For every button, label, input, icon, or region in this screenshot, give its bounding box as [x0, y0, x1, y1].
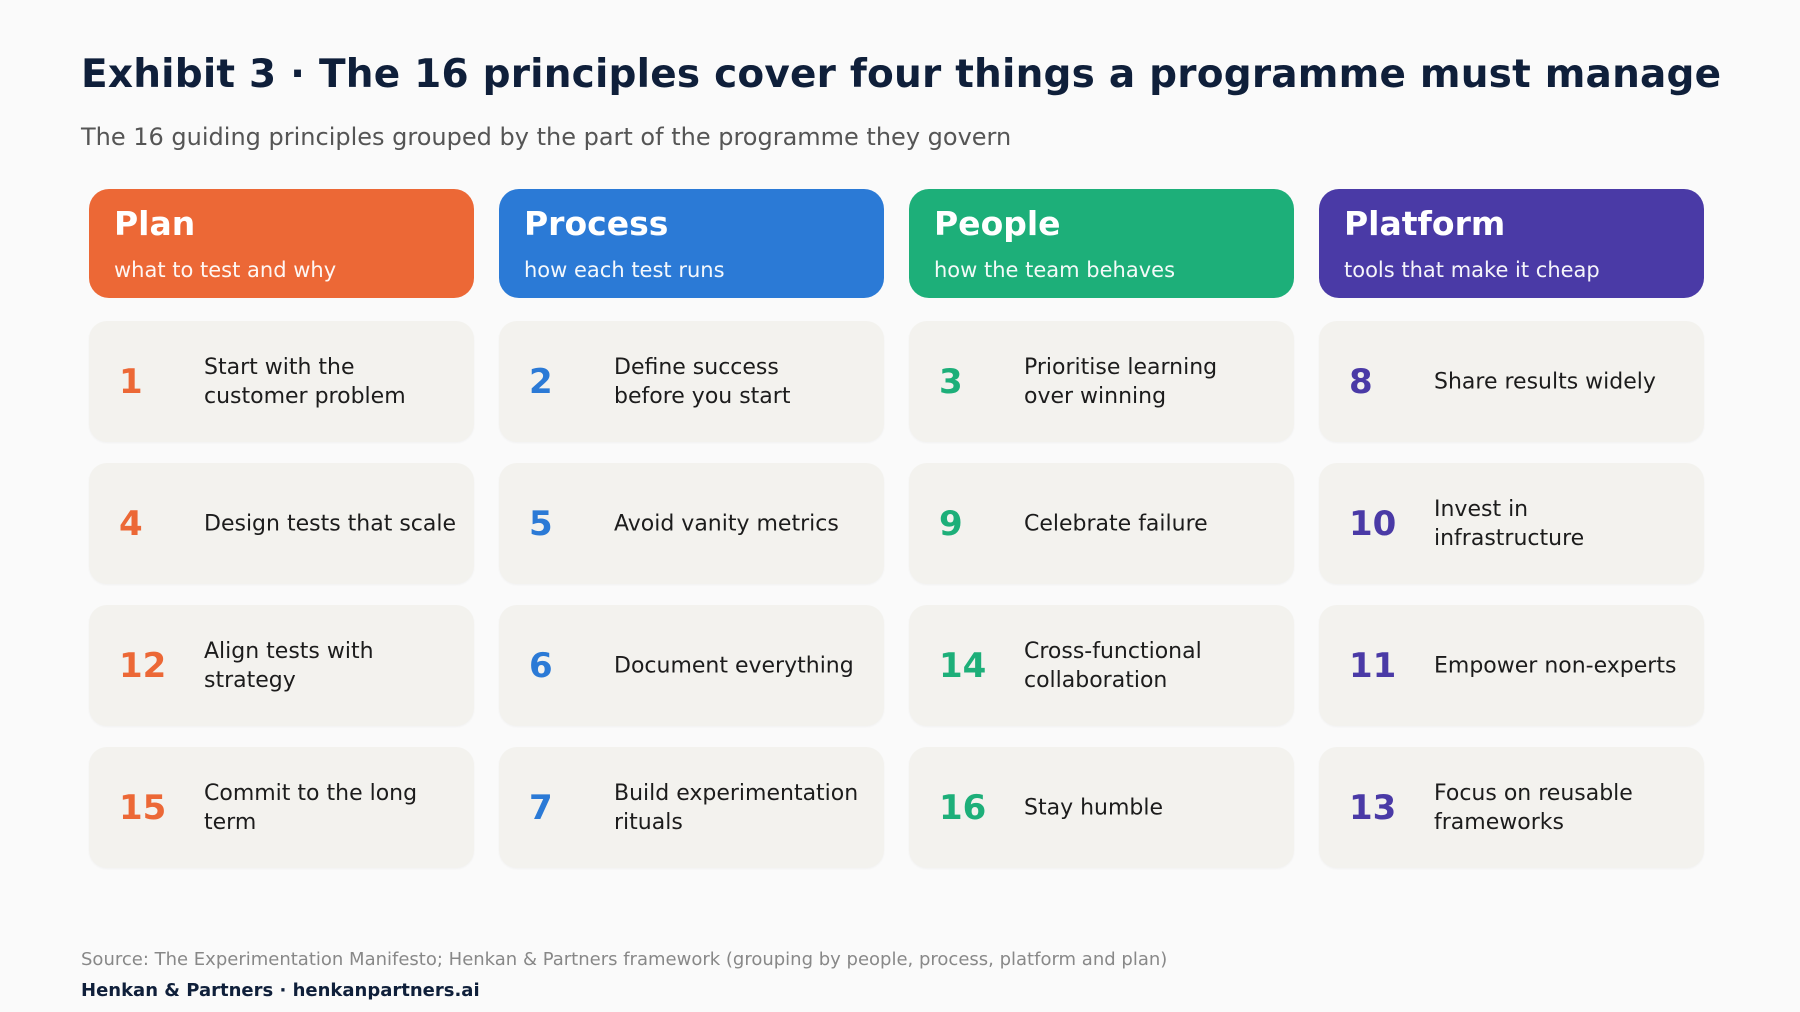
principle-text: Focus on reusable frameworks	[1434, 780, 1633, 835]
principle-number: 13	[1349, 787, 1397, 828]
principle-card: 5 Avoid vanity metrics	[499, 463, 884, 584]
column-name: People	[934, 204, 1061, 243]
principle-text: Share results widely	[1434, 368, 1656, 394]
principle-card: 11 Empower non-experts	[1319, 605, 1704, 726]
principle-card: 8 Share results widely	[1319, 321, 1704, 442]
principle-text: Commit to the long term	[204, 780, 418, 835]
principle-number: 14	[939, 645, 987, 686]
principle-number: 12	[119, 645, 167, 686]
principle-number: 15	[119, 787, 167, 828]
brand-footer: Henkan & Partners · henkanpartners.ai	[81, 980, 480, 1001]
principles-grid: Plan what to test and why 1 Start with th…	[89, 189, 1704, 889]
column-tagline: what to test and why	[114, 258, 337, 283]
principle-number: 6	[529, 645, 553, 686]
principle-number: 4	[119, 503, 143, 544]
column-header: People how the team behaves	[909, 189, 1294, 298]
column-header: Plan what to test and why	[89, 189, 474, 298]
column-platform: Platform tools that make it cheap 8 Share…	[1319, 189, 1704, 889]
principle-number: 2	[529, 361, 553, 402]
principle-text: Build experimentation rituals	[614, 780, 859, 835]
principle-text: Stay humble	[1024, 794, 1164, 820]
principle-number: 3	[939, 361, 963, 402]
principle-card: 13 Focus on reusable frameworks	[1319, 747, 1704, 868]
principle-card: 16 Stay humble	[909, 747, 1294, 868]
column-people: People how the team behaves 3 Prioritise …	[909, 189, 1294, 889]
column-tagline: tools that make it cheap	[1344, 258, 1600, 283]
principle-text: Invest in infrastructure	[1434, 496, 1585, 551]
principle-number: 1	[119, 361, 143, 402]
principle-number: 7	[529, 787, 553, 828]
column-header: Process how each test runs	[499, 189, 884, 298]
principle-card: 7 Build experimentation rituals	[499, 747, 884, 868]
source-note: Source: The Experimentation Manifesto; H…	[81, 949, 1168, 970]
principle-card: 14 Cross-functional collaboration	[909, 605, 1294, 726]
column-tagline: how the team behaves	[934, 258, 1176, 283]
principle-number: 16	[939, 787, 987, 828]
principle-number: 8	[1349, 361, 1373, 402]
principle-text: Empower non-experts	[1434, 652, 1677, 678]
principle-card: 15 Commit to the long term	[89, 747, 474, 868]
principle-card: 10 Invest in infrastructure	[1319, 463, 1704, 584]
principle-number: 11	[1349, 645, 1397, 686]
principle-card: 6 Document everything	[499, 605, 884, 726]
column-process: Process how each test runs 2 Define succe…	[499, 189, 884, 889]
column-name: Platform	[1344, 204, 1506, 243]
principle-card: 4 Design tests that scale	[89, 463, 474, 584]
column-name: Process	[524, 204, 669, 243]
principle-text: Document everything	[614, 652, 854, 678]
principle-card: 3 Prioritise learning over winning	[909, 321, 1294, 442]
column-header: Platform tools that make it cheap	[1319, 189, 1704, 298]
column-tagline: how each test runs	[524, 258, 725, 283]
principle-text: Define success before you start	[614, 354, 791, 409]
principle-text: Celebrate failure	[1024, 510, 1208, 536]
principle-card: 1 Start with the customer problem	[89, 321, 474, 442]
principle-number: 9	[939, 503, 963, 544]
principle-text: Align tests with strategy	[204, 638, 374, 693]
principle-text: Prioritise learning over winning	[1024, 354, 1218, 409]
principle-text: Design tests that scale	[204, 510, 457, 536]
principle-number: 10	[1349, 503, 1397, 544]
page-subtitle: The 16 guiding principles grouped by the…	[81, 123, 1012, 151]
principle-card: 9 Celebrate failure	[909, 463, 1294, 584]
page-title: Exhibit 3 · The 16 principles cover four…	[81, 52, 1722, 97]
column-name: Plan	[114, 204, 196, 243]
principle-text: Avoid vanity metrics	[614, 510, 839, 536]
column-plan: Plan what to test and why 1 Start with th…	[89, 189, 474, 889]
principle-text: Start with the customer problem	[204, 354, 406, 409]
principle-text: Cross-functional collaboration	[1024, 638, 1202, 693]
principle-card: 2 Define success before you start	[499, 321, 884, 442]
principle-number: 5	[529, 503, 553, 544]
principle-card: 12 Align tests with strategy	[89, 605, 474, 726]
